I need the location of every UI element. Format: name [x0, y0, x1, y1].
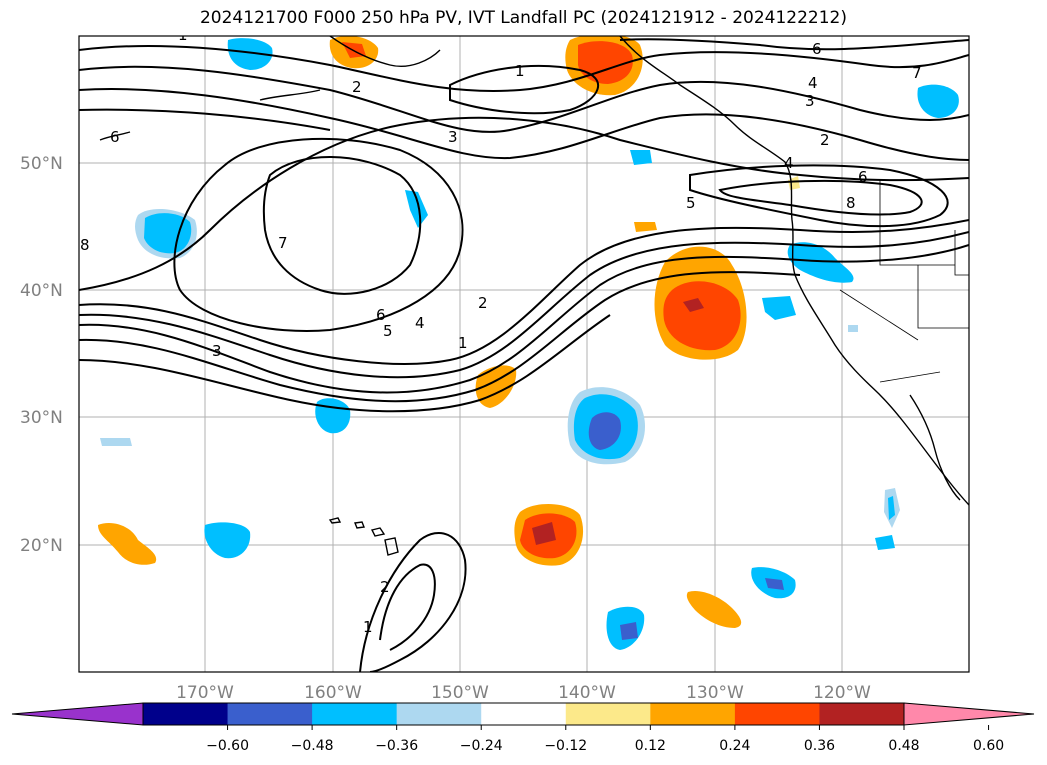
colorbar-segment [565, 703, 651, 725]
map-frame [78, 35, 970, 673]
contour-label: 3 [448, 128, 458, 146]
contour-label: 1 [178, 26, 188, 44]
anomaly-blob [917, 84, 959, 118]
colorbar-tick-label: 0.12 [635, 738, 666, 754]
contour-label: 8 [80, 236, 90, 254]
lon-label: 130°W [686, 683, 744, 703]
lat-label: 40°N [20, 281, 63, 301]
lat-label: 20°N [20, 536, 63, 556]
colorbar-extend-high [903, 702, 1035, 726]
contour-label: 6 [376, 306, 386, 324]
anomaly-blob [762, 296, 796, 320]
contour-label: 5 [686, 194, 696, 212]
colorbar-tick-label: −0.12 [544, 738, 587, 754]
colorbar-segment [227, 703, 313, 725]
contour-label: 1 [515, 62, 525, 80]
colorbar-frame [142, 702, 905, 726]
lon-label: 140°W [558, 683, 616, 703]
colorbar-tick-label: −0.24 [460, 738, 503, 754]
anomaly-blob [787, 242, 854, 283]
lat-label: 50°N [20, 154, 63, 174]
colorbar-tick-label: 0.36 [804, 738, 835, 754]
lat-label: 30°N [20, 408, 63, 428]
pv-contours [79, 38, 969, 672]
anomaly-blob [663, 281, 741, 351]
colorbar-segment [312, 703, 398, 725]
anomaly-blob [405, 190, 428, 228]
map-background [79, 36, 969, 672]
colorbar-segment [143, 703, 229, 725]
longitude-labels: 170°W 160°W 150°W 140°W 130°W 120°W [176, 683, 871, 703]
colorbar-segment [819, 703, 905, 725]
map-title: 2024121700 F000 250 hPa PV, IVT Landfall… [199, 8, 847, 28]
contour-labels: 1 2 3 1 7 6 5 4 2 1 3 6 8 5 6 7 4 3 2 4 … [80, 26, 922, 636]
hawaii-islands [328, 517, 399, 556]
gridlines [79, 36, 969, 672]
coastlines [99, 36, 969, 506]
contour-label: 6 [110, 128, 120, 146]
anomaly-blob [98, 522, 157, 565]
colorbar-segment [734, 703, 820, 725]
contour-label: 4 [784, 154, 794, 172]
contour-label: 2 [820, 131, 830, 149]
colorbar-extend-low [11, 702, 144, 726]
colorbar-tick-label: −0.36 [375, 738, 418, 754]
lon-label: 170°W [176, 683, 234, 703]
positive-anomaly-fills [98, 36, 800, 628]
colorbar-tick-label: −0.48 [291, 738, 334, 754]
colorbar-segment [396, 703, 482, 725]
contour-label: 2 [478, 294, 488, 312]
contour-label: 7 [912, 64, 922, 82]
contour-label: 4 [415, 314, 425, 332]
contour-label: 5 [383, 322, 393, 340]
contour-label: 3 [212, 342, 222, 360]
contour-label: 2 [380, 578, 390, 596]
contour-label: 1 [458, 334, 468, 352]
lon-label: 120°W [813, 683, 871, 703]
contour-label: 1 [363, 618, 373, 636]
contour-label: 6 [858, 168, 868, 186]
lon-label: 150°W [431, 683, 489, 703]
colorbar-segment [650, 703, 736, 725]
anomaly-blob [686, 590, 742, 628]
boundaries [839, 180, 969, 383]
anomaly-blob [227, 38, 273, 70]
contour-label: 8 [846, 194, 856, 212]
anomaly-blob [204, 522, 251, 559]
contour-label: 2 [352, 78, 362, 96]
colorbar-tick-label: 0.48 [888, 738, 919, 754]
contour-label: 4 [808, 74, 818, 92]
colorbar: −0.60 −0.48 −0.36 −0.24 −0.12 0.12 0.24 0.36 0.4… [11, 702, 1035, 754]
contour-label: 6 [812, 40, 822, 58]
colorbar-tick-label: 0.24 [719, 738, 750, 754]
negative-anomaly-fills [100, 38, 959, 650]
latitude-labels: 50°N 40°N 30°N 20°N [20, 154, 63, 556]
colorbar-tick-label: 0.60 [973, 738, 1004, 754]
colorbar-tick-label: −0.60 [206, 738, 249, 754]
lon-label: 160°W [304, 683, 362, 703]
colorbar-segment [481, 703, 567, 725]
contour-label: 7 [278, 234, 288, 252]
contour-label: 3 [805, 92, 815, 110]
